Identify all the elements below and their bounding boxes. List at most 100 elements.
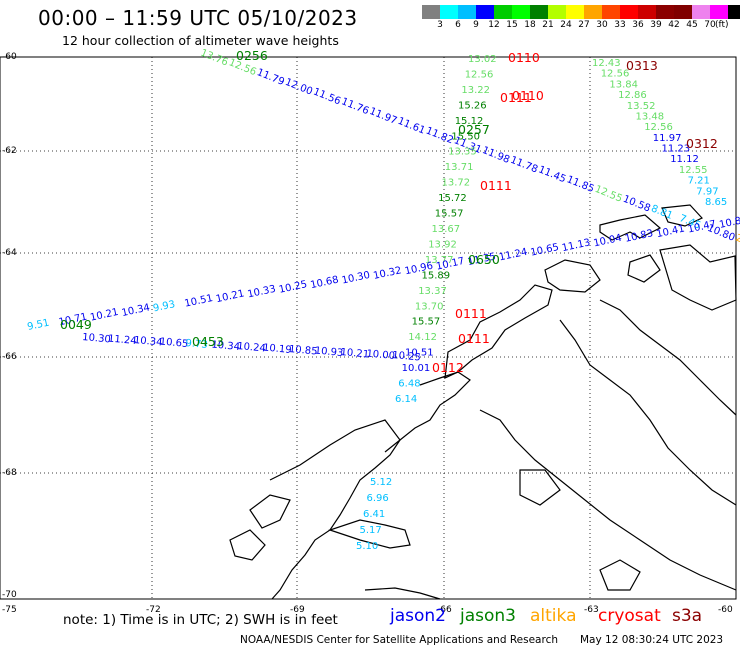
wave-height-value: 10.83 — [624, 228, 654, 245]
wave-height-value: 13.48 — [636, 112, 665, 123]
lon-label: -72 — [146, 605, 161, 615]
color-scale-tick: 42 — [668, 20, 680, 30]
wave-height-value: 12.43 — [592, 58, 621, 69]
wave-height-value: 5.10 — [356, 541, 378, 552]
color-scale-tick: 24 — [560, 20, 572, 30]
wave-height-value: 10.41 — [655, 224, 685, 241]
color-scale-tick: 12 — [488, 20, 500, 30]
lon-label: -63 — [584, 605, 599, 615]
pass-time-label: 0111 — [458, 331, 490, 346]
map-frame — [0, 56, 737, 600]
wave-height-value: 11.78 — [509, 155, 540, 176]
wave-height-value: 13.71 — [445, 162, 474, 173]
wave-height-value: 10.32 — [372, 265, 402, 282]
wave-height-value: 11.23 — [662, 144, 691, 155]
wave-height-value: 9.93 — [152, 299, 176, 314]
wave-height-value: 6.41 — [363, 509, 385, 520]
color-swatch — [728, 5, 740, 19]
wave-height-value: 27.4 — [734, 233, 740, 252]
wave-height-value: 12.86 — [618, 90, 647, 101]
color-scale-tick: 6 — [455, 20, 461, 30]
wave-height-value: 11.82 — [424, 125, 455, 146]
wave-height-value: 13.92 — [428, 240, 457, 251]
color-swatch — [620, 5, 638, 19]
wave-height-value: 6.48 — [398, 379, 420, 390]
wave-height-value: 5.17 — [360, 525, 382, 536]
wave-height-value: 11.24 — [498, 247, 528, 264]
footer-credit: NOAA/NESDIS Center for Satellite Applica… — [240, 634, 558, 646]
wave-height-value: 11.97 — [653, 133, 682, 144]
lat-label: -60 — [2, 52, 17, 62]
wave-height-value: 10.65 — [530, 242, 560, 259]
pass-time-label: 0111 — [455, 306, 487, 321]
lat-label: -64 — [2, 248, 17, 258]
wave-height-value: 15.57 — [435, 209, 464, 220]
pass-time-label: 0313 — [626, 58, 658, 73]
pass-time-label: 0453 — [192, 334, 224, 349]
pass-time-label: 0650 — [468, 252, 500, 267]
legend-jason3: jason3 — [460, 606, 516, 626]
lon-label: -69 — [290, 605, 305, 615]
legend-altika: altika — [530, 606, 577, 626]
coastline — [229, 204, 737, 600]
wave-height-value: 7.97 — [696, 186, 718, 197]
wave-height-value: 13.52 — [627, 101, 656, 112]
color-scale-tick: 18 — [524, 20, 536, 30]
color-scale-tick: 21 — [542, 20, 554, 30]
legend-jason2: jason2 — [390, 606, 446, 626]
color-swatch — [602, 5, 620, 19]
wave-height-value: 10.19 — [263, 343, 292, 356]
wave-height-value: 11.85 — [565, 174, 596, 195]
color-swatch — [494, 5, 512, 19]
color-swatch — [548, 5, 566, 19]
wave-height-value: 15.89 — [422, 270, 451, 281]
wave-height-value: 14.12 — [408, 332, 437, 343]
wave-height-value: 10.21 — [340, 347, 369, 360]
wave-height-value: 15.72 — [438, 193, 467, 204]
wave-height-value: 11.79 — [255, 67, 286, 88]
wave-height-value: 11.98 — [480, 145, 511, 166]
color-swatch — [638, 5, 656, 19]
lon-label: -66 — [437, 605, 452, 615]
wave-height-value: 10.34 — [133, 335, 162, 348]
wave-height-value: 10.21 — [215, 288, 245, 305]
pass-time-label: 0312 — [686, 136, 718, 151]
wave-height-value: 13.35 — [448, 147, 477, 158]
wave-height-value: 11.76 — [340, 96, 371, 117]
wave-height-value: 13.76 — [199, 48, 230, 69]
wave-height-value: 10.51 — [184, 293, 214, 310]
color-scale-tick: 45 — [686, 20, 698, 30]
color-swatch — [710, 5, 728, 19]
wave-height-value: 15.12 — [455, 116, 484, 127]
color-swatch — [692, 5, 710, 19]
lat-label: -68 — [2, 468, 17, 478]
wave-height-value: 15.57 — [412, 317, 441, 328]
color-scale-tick: 9 — [473, 20, 479, 30]
wave-height-value: 10.34 — [211, 340, 240, 353]
wave-height-value: 15.26 — [458, 100, 487, 111]
wave-height-value: 10.25 — [392, 350, 421, 363]
legend-s3a: s3a — [672, 606, 703, 626]
wave-height-value: 10.04 — [593, 233, 623, 250]
wave-height-value: 9.51 — [26, 318, 50, 333]
pass-time-label: 0111 — [480, 178, 512, 193]
wave-height-value: 13.22 — [461, 85, 490, 96]
color-scale-tick: 33 — [614, 20, 626, 30]
color-scale-tick: 3 — [437, 20, 443, 30]
color-swatch — [656, 5, 674, 19]
wave-height-value: 10.51 — [405, 348, 434, 359]
color-swatch — [512, 5, 530, 19]
wave-height-value: 10.33 — [247, 284, 277, 301]
color-scale-tick: 39 — [650, 20, 662, 30]
color-scale-tick: 36 — [632, 20, 644, 30]
color-scale-unit: (ft) — [715, 20, 729, 30]
color-swatch — [458, 5, 476, 19]
page-subtitle: 12 hour collection of altimeter wave hei… — [62, 33, 339, 48]
wave-height-value: 10.65 — [159, 337, 188, 350]
wave-height-value: 12.56 — [465, 70, 494, 81]
wave-height-value: 7.21 — [688, 176, 710, 187]
lat-label: -70 — [2, 590, 17, 600]
pass-time-label: 0112 — [432, 360, 464, 375]
track-labels: 13.7612.5611.7912.0011.5611.7611.9711.61… — [26, 48, 740, 552]
